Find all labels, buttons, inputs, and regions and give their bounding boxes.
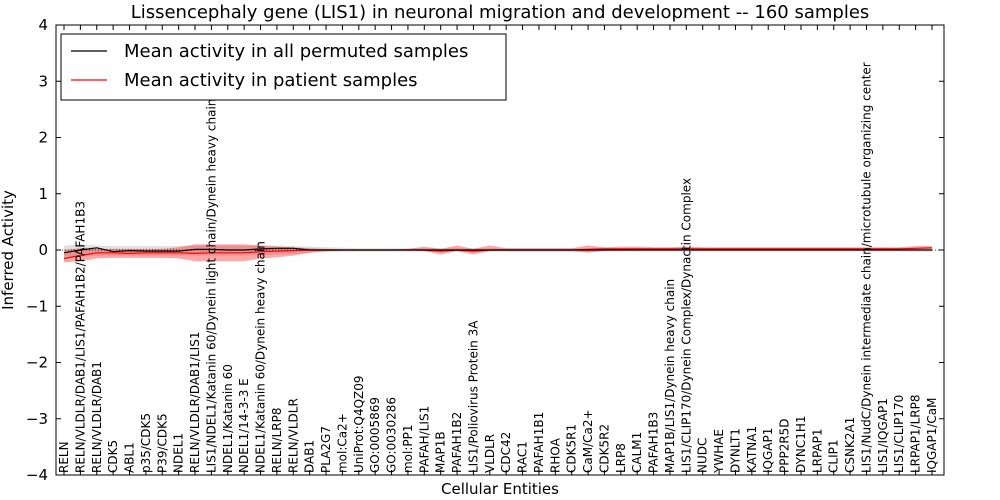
xtick-label-37: MAP1B/LIS1/Dynein heavy chain xyxy=(663,279,677,473)
xtick-label-20: GO:0030286 xyxy=(385,397,399,473)
xtick-label-45: DYNC1H1 xyxy=(794,415,808,473)
ytick-label-1: −3 xyxy=(26,410,48,428)
xtick-label-19: GO:0005869 xyxy=(368,397,382,473)
xtick-label-30: RHOA xyxy=(548,437,562,473)
xtick-label-21: mol:PP1 xyxy=(401,424,415,473)
chart-title: Lissencephaly gene (LIS1) in neuronal mi… xyxy=(131,2,870,23)
xtick-label-10: NDEL1/Katanin 60 xyxy=(221,364,235,473)
xtick-label-52: LRPAP1/LRP8 xyxy=(909,394,923,473)
legend-label-permuted: Mean activity in all permuted samples xyxy=(124,41,468,62)
xtick-label-39: NUDC xyxy=(696,438,710,473)
xtick-label-33: CDK5R2 xyxy=(597,424,611,473)
x-tick-labels: RELN RELN/VLDLR/DAB1/LIS1/PAFAH1B2/PAFAH1… xyxy=(57,62,939,474)
xtick-label-36: PAFAH1B3 xyxy=(647,412,661,473)
legend: Mean activity in all permuted samples Me… xyxy=(60,33,507,101)
xtick-label-35: CALM1 xyxy=(630,432,644,473)
ytick-label-0: −4 xyxy=(26,466,48,484)
xtick-label-11: NDEL1/14-3-3 E xyxy=(237,378,251,473)
xtick-label-0: RELN xyxy=(57,441,71,473)
xtick-label-18: UniProt:Q4QZ09 xyxy=(352,375,366,473)
xtick-label-9: LIS1/NDEL1/Katanin 60/Dynein light chain… xyxy=(204,99,218,473)
xtick-label-28: RAC1 xyxy=(516,441,530,473)
xtick-label-23: MAP1B xyxy=(434,431,448,473)
plot-frame xyxy=(55,24,945,476)
xtick-label-50: LIS1/IQGAP1 xyxy=(876,398,890,473)
ytick-label-8: 4 xyxy=(38,16,48,34)
xtick-label-34: LRP8 xyxy=(614,443,628,473)
xtick-label-8: RELN/VLDLR/DAB1/LIS1 xyxy=(188,332,202,473)
xtick-label-27: CDC42 xyxy=(499,432,513,473)
xtick-label-17: mol:Ca2+ xyxy=(335,413,349,473)
xtick-label-49: LIS1/NudC/Dynein intermediate chain/micr… xyxy=(859,62,873,473)
legend-label-patient: Mean activity in patient samples xyxy=(124,70,418,91)
xtick-label-31: CDK5R1 xyxy=(565,424,579,473)
xtick-label-22: PAFAH/LIS1 xyxy=(417,406,431,473)
xtick-label-29: PAFAH1B1 xyxy=(532,412,546,473)
xtick-label-26: VLDLR xyxy=(483,434,497,473)
xtick-label-6: P39/CDK5 xyxy=(155,413,169,473)
xtick-label-41: DYNLT1 xyxy=(728,428,742,473)
ytick-label-4: 0 xyxy=(38,241,48,259)
xtick-label-1: RELN/VLDLR/DAB1/LIS1/PAFAH1B2/PAFAH1B3 xyxy=(73,201,87,473)
ytick-label-3: −1 xyxy=(26,297,48,315)
xtick-label-47: CLIP1 xyxy=(827,440,841,473)
xtick-label-5: p35/CDK5 xyxy=(139,413,153,473)
xtick-label-32: CaM/Ca2+ xyxy=(581,409,595,473)
axis-ticks xyxy=(56,24,944,476)
series-lines xyxy=(56,247,944,259)
xtick-label-2: RELN/VLDLR/DAB1 xyxy=(90,361,104,473)
xtick-label-24: PAFAH1B2 xyxy=(450,412,464,473)
xtick-label-25: LIS1/Poliovirus Protein 3A xyxy=(466,320,480,473)
ytick-label-5: 1 xyxy=(38,185,48,203)
xtick-label-13: RELN/LRP8 xyxy=(270,407,284,473)
xtick-label-40: YWHAE xyxy=(712,429,726,474)
ytick-label-2: −2 xyxy=(26,354,48,372)
xtick-label-51: LIS1/CLIP170 xyxy=(892,395,906,473)
xtick-label-44: PPP2R5D xyxy=(778,418,792,473)
xtick-label-42: KATNA1 xyxy=(745,426,759,473)
x-axis-label: Cellular Entities xyxy=(441,480,559,498)
xtick-label-7: NDEL1 xyxy=(172,433,186,473)
ytick-label-7: 3 xyxy=(38,72,48,90)
ytick-label-6: 2 xyxy=(38,129,48,147)
y-tick-labels: −4 −3 −2 −1 0 1 2 3 4 xyxy=(26,16,48,484)
xtick-label-53: IQGAP1/CaM xyxy=(925,398,939,474)
xtick-label-38: LIS1/CLIP170/Dynein Complex/Dynactin Com… xyxy=(679,178,693,473)
xtick-label-12: NDEL1/Katanin 60/Dynein heavy chain xyxy=(254,241,268,473)
xtick-label-15: DAB1 xyxy=(303,440,317,473)
xtick-label-16: PLA2G7 xyxy=(319,426,333,473)
xtick-label-4: ABL1 xyxy=(123,442,137,473)
xtick-label-43: IQGAP1 xyxy=(761,428,775,473)
y-axis-label: Inferred Activity xyxy=(0,190,17,310)
xtick-label-48: CSNK2A1 xyxy=(843,417,857,473)
legend-box xyxy=(60,33,507,101)
xtick-label-46: LRPAP1 xyxy=(810,428,824,473)
xtick-label-3: CDK5 xyxy=(106,440,120,473)
xtick-label-14: RELN/VLDLR xyxy=(286,398,300,473)
